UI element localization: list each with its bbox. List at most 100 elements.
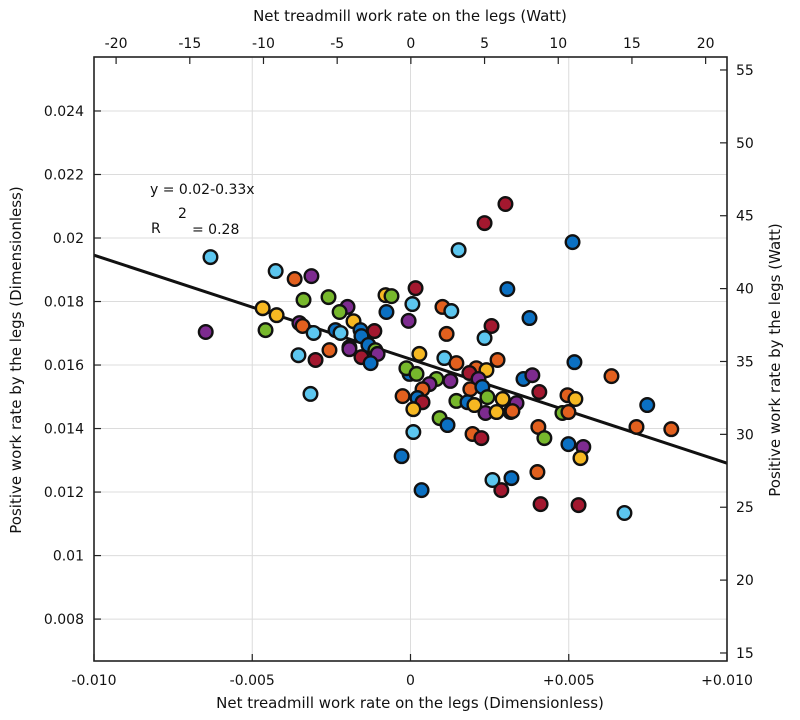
data-point-orange (286, 270, 303, 287)
data-point-orange (560, 404, 577, 421)
data-point-orange (294, 317, 311, 334)
data-point-yellow (488, 404, 505, 421)
axis-ticks (93, 57, 728, 661)
y2-tick-label: 40 (736, 282, 754, 298)
data-point-blue (393, 448, 410, 465)
data-point-darkred (307, 351, 324, 368)
data-point-blue (378, 304, 395, 321)
y-tick-label: 0.018 (44, 295, 84, 311)
x2-tick-label: 5 (480, 36, 489, 52)
data-point-orange (663, 421, 680, 438)
data-point-green (536, 430, 553, 447)
data-point-orange (448, 355, 465, 372)
data-point-lightblue (305, 324, 322, 341)
y2-tick-label: 30 (736, 427, 754, 443)
data-point-yellow (567, 391, 584, 408)
data-point-green (479, 389, 496, 406)
data-point-blue (639, 397, 656, 414)
data-point-lightblue (267, 263, 284, 280)
y-tick-label: 0.012 (44, 485, 84, 501)
data-point-lightblue (616, 505, 633, 522)
y-tick-label: 0.022 (44, 167, 84, 183)
y-tick-label: 0.01 (53, 549, 84, 565)
x-tick-label: -0.010 (71, 673, 116, 689)
data-point-orange (489, 351, 506, 368)
data-point-purple (197, 324, 214, 341)
data-point-blue (521, 310, 538, 327)
data-point-green (257, 322, 274, 339)
data-point-blue (439, 417, 456, 434)
x2-axis-title: Net treadmill work rate on the legs (Wat… (253, 7, 567, 25)
x2-tick-label: 10 (549, 36, 567, 52)
x-tick-label: 0 (406, 673, 415, 689)
data-point-blue (413, 482, 430, 499)
y2-tick-label: 35 (736, 354, 754, 370)
data-point-blue (560, 436, 577, 453)
x-tick-label: -0.005 (230, 673, 275, 689)
data-point-green (331, 304, 348, 321)
data-point-lightblue (404, 296, 421, 313)
data-point-orange (321, 342, 338, 359)
data-point-green (383, 288, 400, 305)
y-tick-label: 0.02 (53, 231, 84, 247)
regression-equation: y = 0.02-0.33x (150, 182, 255, 198)
regression-line (93, 253, 728, 465)
y2-tick-label: 15 (736, 646, 754, 662)
y2-tick-label: 50 (736, 136, 754, 152)
x2-tick-label: -5 (330, 36, 344, 52)
r-squared-value: = 0.28 (192, 222, 239, 238)
data-point-blue (564, 234, 581, 251)
data-point-purple (400, 312, 417, 329)
y-tick-label: 0.008 (44, 612, 84, 628)
x2-tick-label: -20 (105, 36, 128, 52)
data-point-orange (603, 368, 620, 385)
data-point-yellow (494, 391, 511, 408)
data-point-blue (503, 470, 520, 487)
data-point-lightblue (484, 471, 501, 488)
y-axis-title: Positive work rate by the legs (Dimensio… (7, 186, 25, 533)
y2-axis-title: Positive work rate by the legs (Watt) (766, 223, 784, 496)
y2-tick-label: 20 (736, 573, 754, 589)
data-point-blue (362, 355, 379, 372)
data-point-darkred (366, 323, 383, 340)
x2-tick-label: 0 (406, 36, 415, 52)
data-point-green (408, 365, 425, 382)
data-point-lightblue (302, 385, 319, 402)
data-point-yellow (411, 345, 428, 362)
y2-tick-label: 45 (736, 209, 754, 225)
data-point-lightblue (476, 330, 493, 347)
data-point-yellow (254, 300, 271, 317)
data-point-purple (442, 372, 459, 389)
data-point-darkred (532, 496, 549, 513)
data-point-yellow (466, 397, 483, 414)
r-squared-label: R (151, 221, 161, 237)
x2-tick-label: 20 (697, 36, 715, 52)
data-point-lightblue (332, 324, 349, 341)
y-tick-label: 0.016 (44, 358, 84, 374)
data-point-darkred (570, 497, 587, 514)
data-point-darkred (497, 196, 514, 213)
data-point-green (295, 291, 312, 308)
data-point-yellow (572, 450, 589, 467)
data-point-orange (529, 464, 546, 481)
regression-line-group (93, 253, 728, 465)
x2-tick-label: 15 (623, 36, 641, 52)
r-squared-superscript: 2 (178, 206, 187, 222)
data-point-lightblue (202, 249, 219, 266)
data-point-darkred (531, 384, 548, 401)
x-tick-label: +0.005 (543, 673, 595, 689)
y-tick-label: 0.024 (44, 104, 84, 120)
data-point-orange (628, 418, 645, 435)
tick-labels: -0.010 -0.005 0 +0.005 +0.010 0.008 0.01 0.012 0… (44, 36, 754, 689)
data-point-blue (499, 281, 516, 298)
data-point-darkred (493, 482, 510, 499)
data-point-darkred (483, 317, 500, 334)
data-point-lightblue (290, 347, 307, 364)
y2-tick-label: 25 (736, 500, 754, 516)
x2-tick-label: -10 (252, 36, 275, 52)
data-point-lightblue (405, 424, 422, 441)
data-point-darkred (476, 215, 493, 232)
data-points (197, 196, 680, 522)
data-point-blue (566, 354, 583, 371)
